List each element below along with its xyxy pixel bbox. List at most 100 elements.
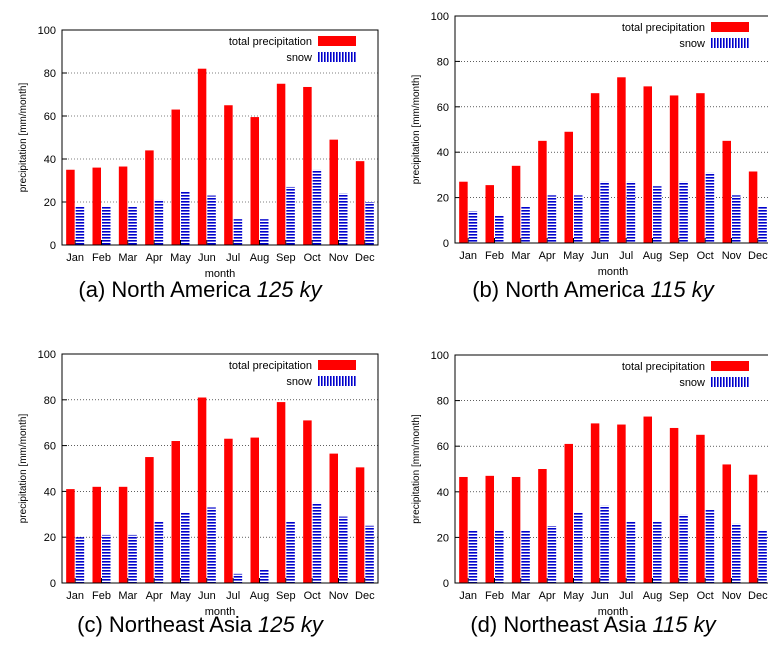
caption-text: (b) North America bbox=[472, 277, 645, 302]
snow-bar bbox=[181, 191, 190, 245]
x-tick-label: Feb bbox=[92, 252, 111, 264]
y-tick-label: 60 bbox=[44, 441, 56, 453]
x-axis-label: month bbox=[205, 268, 236, 280]
legend-swatch bbox=[318, 360, 356, 370]
snow-bar bbox=[312, 502, 322, 583]
total-bar bbox=[617, 424, 626, 583]
y-axis-label: precipitation [mm/month] bbox=[411, 414, 422, 524]
x-tick-label: Feb bbox=[485, 250, 504, 262]
total-bar bbox=[748, 474, 758, 583]
snow-bar bbox=[574, 195, 583, 243]
total-bar bbox=[197, 68, 207, 245]
total-bar bbox=[66, 169, 75, 245]
y-tick-label: 20 bbox=[44, 197, 56, 209]
snow-bar bbox=[102, 206, 111, 245]
total-bar bbox=[303, 420, 312, 583]
total-bar bbox=[66, 489, 75, 583]
snow-bar bbox=[128, 206, 137, 245]
total-bar bbox=[92, 486, 101, 583]
total-bar bbox=[722, 464, 731, 583]
x-tick-label: Apr bbox=[539, 250, 556, 262]
y-tick-label: 40 bbox=[437, 487, 449, 499]
snow-bar bbox=[312, 169, 322, 245]
legend-swatch bbox=[318, 36, 356, 46]
total-bar bbox=[538, 469, 547, 583]
snow-bar bbox=[600, 505, 609, 583]
snow-bar bbox=[154, 199, 164, 245]
x-tick-label: Feb bbox=[92, 590, 111, 602]
legend-label: total precipitation bbox=[229, 36, 312, 48]
total-bar bbox=[145, 150, 154, 245]
total-bar bbox=[643, 416, 652, 583]
snow-bar bbox=[154, 521, 164, 583]
x-tick-label: Jun bbox=[198, 252, 216, 264]
x-tick-label: Oct bbox=[304, 590, 321, 602]
total-bar bbox=[485, 475, 494, 583]
total-bar bbox=[511, 476, 521, 583]
snow-bar bbox=[468, 211, 478, 243]
x-tick-label: Jun bbox=[591, 250, 609, 262]
legend-label: snow bbox=[286, 52, 312, 64]
y-axis-label: precipitation [mm/month] bbox=[411, 75, 422, 185]
x-tick-label: May bbox=[563, 250, 584, 262]
total-bar bbox=[329, 139, 338, 245]
total-bar bbox=[197, 397, 207, 583]
x-tick-label: Mar bbox=[118, 590, 137, 602]
x-tick-label: Apr bbox=[146, 252, 163, 264]
total-bar bbox=[669, 427, 679, 583]
snow-bar bbox=[495, 530, 504, 583]
total-bar bbox=[564, 131, 573, 243]
snow-bar bbox=[128, 534, 137, 583]
legend-swatch bbox=[711, 361, 749, 371]
caption: (d) Northeast Asia 115 ky bbox=[470, 612, 717, 637]
y-tick-label: 80 bbox=[437, 396, 449, 408]
x-tick-label: Apr bbox=[539, 590, 556, 602]
x-tick-label: Apr bbox=[146, 590, 163, 602]
plot-frame bbox=[61, 353, 379, 584]
snow-bar bbox=[626, 521, 636, 583]
total-bar bbox=[643, 86, 652, 244]
chart-panel: 0 20 40 60 80 100 Jan Feb Mar Apr May Jun Jul Aug Sep O… bbox=[411, 350, 768, 637]
snow-bar bbox=[207, 507, 216, 583]
total-bar bbox=[696, 93, 705, 244]
total-bar bbox=[590, 93, 600, 244]
snow-bar bbox=[339, 516, 348, 583]
caption-period: 125 ky bbox=[257, 277, 324, 302]
snow-bar bbox=[705, 510, 715, 583]
snow-bar bbox=[758, 530, 767, 583]
x-tick-label: Oct bbox=[304, 252, 321, 264]
total-bar bbox=[538, 140, 547, 243]
x-tick-label: Feb bbox=[485, 590, 504, 602]
x-tick-label: Nov bbox=[722, 590, 742, 602]
total-bar bbox=[171, 109, 180, 245]
x-tick-label: May bbox=[563, 590, 584, 602]
snow-bar bbox=[732, 195, 741, 243]
snow-bar bbox=[679, 514, 688, 583]
legend-label: snow bbox=[679, 38, 705, 50]
snow-bar bbox=[181, 512, 190, 583]
x-tick-label: Sep bbox=[276, 252, 296, 264]
chart-panel: 0 20 40 60 80 100 Jan Feb Mar Apr May Jun Jul Aug Sep O… bbox=[411, 11, 768, 302]
y-tick-label: 100 bbox=[38, 25, 56, 37]
total-bar bbox=[224, 105, 233, 245]
x-tick-label: May bbox=[170, 252, 191, 264]
legend-swatch bbox=[318, 52, 356, 62]
snow-bar bbox=[653, 521, 662, 583]
y-tick-label: 80 bbox=[44, 68, 56, 80]
total-bar bbox=[748, 171, 758, 243]
total-bar bbox=[303, 86, 312, 245]
x-tick-label: Aug bbox=[643, 590, 663, 602]
total-bar bbox=[590, 423, 600, 583]
snow-bar bbox=[233, 219, 243, 245]
snow-bar bbox=[75, 537, 85, 583]
chart-panel: 0 20 40 60 80 100 Jan Feb Mar Apr May Jun Jul Aug Sep O… bbox=[18, 25, 379, 302]
snow-bar bbox=[207, 195, 216, 245]
y-tick-label: 20 bbox=[44, 532, 56, 544]
legend-swatch bbox=[711, 377, 749, 387]
y-tick-label: 60 bbox=[437, 102, 449, 114]
x-tick-label: Dec bbox=[748, 590, 768, 602]
total-bar bbox=[564, 443, 573, 583]
plot-frame bbox=[61, 29, 379, 246]
caption: (b) North America 115 ky bbox=[472, 277, 716, 302]
